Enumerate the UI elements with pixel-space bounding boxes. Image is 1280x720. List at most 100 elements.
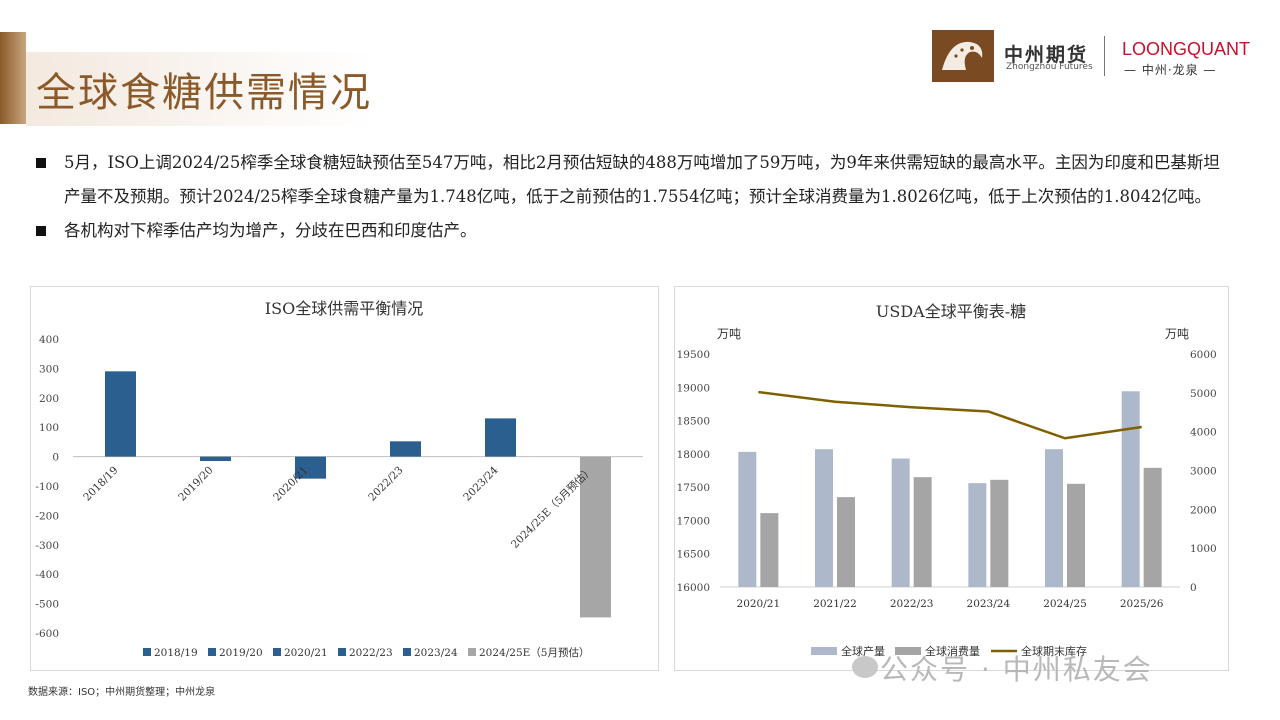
bar-consumption — [760, 513, 779, 587]
bar — [580, 456, 611, 618]
y-left-tick-label: 19500 — [677, 349, 710, 361]
legend-swatch — [403, 648, 411, 656]
bar-consumption — [837, 497, 855, 587]
bullet-text: 各机构对下榨季估产均为增产，分歧在巴西和印度估产。 — [64, 221, 477, 240]
iso-balance-chart: ISO全球供需平衡情况 400 300 200 100 0 -100 -200 -300 -400… — [35, 299, 643, 659]
bar-production — [891, 458, 910, 587]
y-tick-label: -600 — [35, 628, 59, 640]
y-left-tick-label: 17500 — [677, 482, 710, 494]
legend-swatch — [338, 648, 346, 656]
y-tick-label: 100 — [39, 422, 59, 434]
bullet-square-icon — [36, 158, 46, 168]
logo-cn-text: 中州期货 — [1004, 44, 1089, 66]
legend-label: 2024/25E（5月预估） — [479, 646, 589, 659]
legend-label: 全球产量 — [841, 644, 885, 658]
x-tick-label: 2020/21 — [271, 464, 310, 503]
title-background — [26, 52, 376, 126]
x-tick-label: 2025/26 — [1120, 598, 1164, 610]
x-tick-label: 2023/24 — [461, 464, 501, 504]
bullet-list: 5月，ISO上调2024/25榨季全球食糖短缺预估至547万吨，相比2月预估短缺… — [36, 146, 1236, 248]
zhongzhou-logo-icon — [932, 30, 994, 82]
data-source-note: 数据来源：ISO；中州期货整理；中州龙泉 — [28, 687, 216, 698]
chart-title: ISO全球供需平衡情况 — [265, 299, 423, 318]
x-tick-label: 2024/25 — [1043, 598, 1087, 610]
legend-label: 2022/23 — [349, 647, 393, 659]
bar-consumption — [1143, 467, 1162, 587]
x-tick-label: 2022/23 — [366, 464, 405, 503]
y-tick-label: -200 — [35, 510, 59, 522]
title-accent-bar — [0, 32, 26, 124]
usda-chart-panel: USDA全球平衡表-糖万吨 万吨 19500 19000 18500 18000 17500… — [674, 286, 1229, 671]
x-tick-label: 2021/22 — [813, 598, 857, 610]
y-tick-label: -300 — [35, 540, 59, 552]
loongquant-logo-text: LOONGQUANT — [1122, 39, 1251, 59]
y-left-tick-label: 19000 — [677, 382, 710, 394]
x-tick-label: 2023/24 — [967, 598, 1011, 610]
y-right-tick-label: 6000 — [1190, 349, 1217, 361]
y-tick-label: 300 — [39, 363, 59, 375]
x-tick-label: 2019/20 — [176, 464, 215, 503]
bar — [485, 418, 516, 457]
bar-production — [815, 449, 833, 587]
y-tick-label: 200 — [39, 393, 59, 405]
y-tick-label: -100 — [35, 481, 59, 493]
y-axis-right-unit: 万吨 — [1165, 327, 1189, 341]
legend-swatch — [273, 648, 281, 656]
x-tick-label: 2022/23 — [890, 598, 934, 610]
iso-chart-panel: ISO全球供需平衡情况 400 300 200 100 0 -100 -200 -300 -400… — [30, 286, 659, 671]
legend-swatch — [811, 647, 837, 655]
bullet-square-icon — [36, 226, 46, 236]
legend-swatch — [468, 648, 476, 656]
legend-swatch — [143, 648, 151, 656]
legend-label: 2020/21 — [284, 647, 328, 659]
y-right-tick-label: 4000 — [1190, 427, 1217, 439]
bullet-item: 各机构对下榨季估产均为增产，分歧在巴西和印度估产。 — [36, 214, 1236, 248]
y-tick-label: 400 — [39, 334, 59, 346]
legend-swatch — [895, 647, 921, 655]
y-left-tick-label: 16000 — [677, 582, 710, 594]
x-tick-label: 2018/19 — [81, 464, 120, 503]
bar-consumption — [990, 479, 1009, 587]
bar-production — [968, 483, 987, 587]
bar — [390, 441, 421, 457]
bar — [295, 456, 326, 479]
y-tick-label: -500 — [35, 599, 59, 611]
y-left-tick-label: 16500 — [677, 549, 710, 561]
watermark-text: 公众号 · 中州私友会 — [880, 653, 1153, 686]
logo-en-text: Zhongzhou Futures — [1006, 62, 1093, 72]
line-ending-stock — [758, 390, 1142, 440]
y-left-tick-label: 17000 — [677, 515, 710, 527]
legend-label: 全球期末库存 — [1021, 644, 1087, 658]
y-axis-left-unit: 万吨 — [717, 327, 741, 341]
y-right-tick-label: 1000 — [1190, 543, 1217, 555]
loongquant-sub-text: — 中州·龙泉 — — [1124, 63, 1217, 77]
y-left-tick-label: 18500 — [677, 416, 710, 428]
y-right-tick-label: 5000 — [1190, 388, 1217, 400]
chart-title: USDA全球平衡表-糖 — [876, 302, 1026, 321]
bar-production — [738, 451, 757, 587]
legend-label: 2018/19 — [154, 647, 198, 659]
bar-consumption — [1067, 483, 1085, 587]
wechat-icon — [852, 656, 878, 678]
legend-label: 2019/20 — [219, 647, 263, 659]
legend-label: 2023/24 — [414, 647, 458, 659]
bar-production — [1045, 449, 1063, 587]
legend-label: 全球消费量 — [925, 644, 980, 658]
x-tick-label: 2020/21 — [737, 598, 781, 610]
bar-consumption — [913, 477, 932, 587]
bar — [105, 371, 136, 457]
y-right-tick-label: 0 — [1190, 582, 1197, 594]
bar-production — [1121, 391, 1140, 587]
y-left-tick-label: 18000 — [677, 449, 710, 461]
bar — [200, 456, 231, 462]
usda-balance-chart: USDA全球平衡表-糖万吨 万吨 19500 19000 18500 18000 17500… — [677, 302, 1217, 658]
y-tick-label: -400 — [35, 569, 59, 581]
bullet-item: 5月，ISO上调2024/25榨季全球食糖短缺预估至547万吨，相比2月预估短缺… — [36, 146, 1236, 214]
y-right-tick-label: 2000 — [1190, 504, 1217, 516]
y-tick-label: 0 — [52, 452, 59, 464]
page-title: 全球食糖供需情况 — [36, 70, 372, 116]
legend-swatch — [208, 648, 216, 656]
y-right-tick-label: 3000 — [1190, 466, 1217, 478]
bullet-text: 5月，ISO上调2024/25榨季全球食糖短缺预估至547万吨，相比2月预估短缺… — [64, 153, 1220, 206]
logo-divider — [1104, 36, 1105, 76]
